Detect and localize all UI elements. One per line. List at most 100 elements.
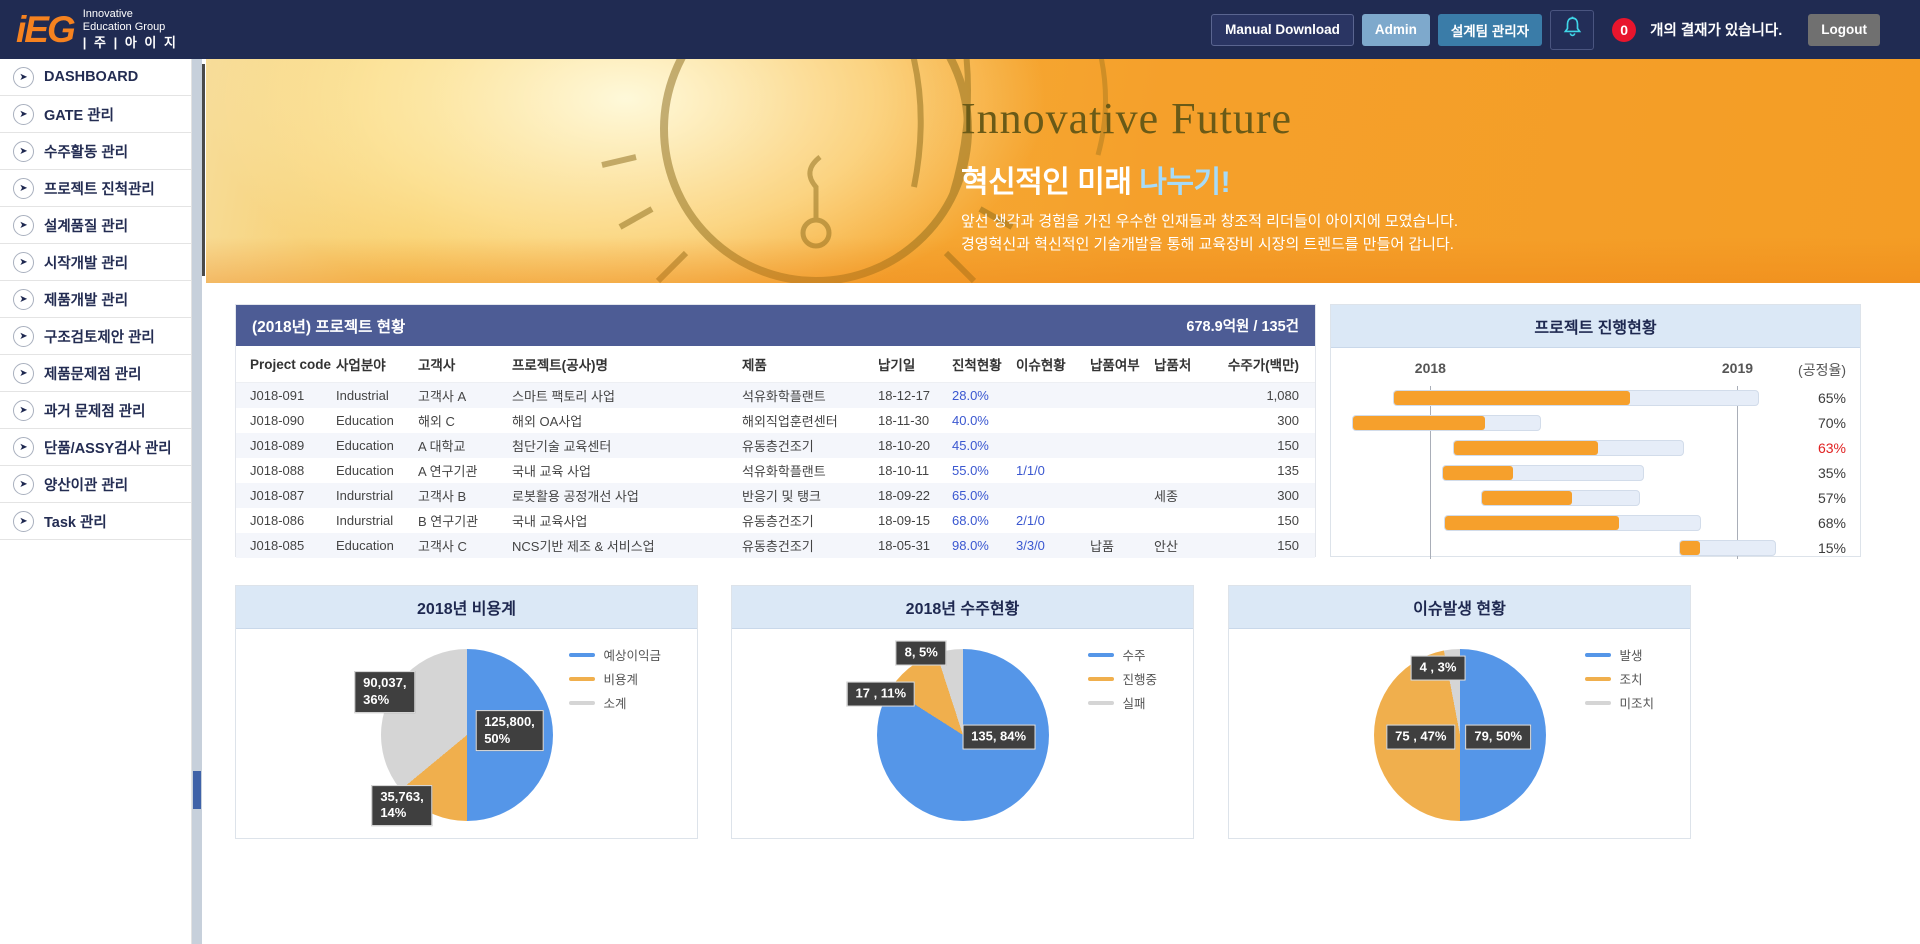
legend-label: 조치: [1619, 673, 1643, 687]
sidebar-menu: ➤ DASHBOARD ➤ GATE 관리 ➤ 수주활동 관리 ➤ 프로젝트 진척관리 ➤ 설계품…: [0, 59, 192, 944]
legend-label: 비용계: [603, 673, 638, 687]
sidebar-item-7[interactable]: ➤ 구조검토제안 관리: [0, 318, 191, 355]
table-row[interactable]: J018-090 Education 해외 C 해외 OA사업 해외직업훈련센터 18-1…: [236, 408, 1315, 433]
gantt-track: [1393, 390, 1759, 406]
pie-slice-label: 17 , 11%: [846, 681, 916, 707]
notification-bell-button[interactable]: [1550, 9, 1595, 50]
logout-button[interactable]: Logout: [1808, 13, 1880, 46]
gantt-bar: [1482, 491, 1572, 505]
table-cell: 유동층건조기: [742, 439, 814, 454]
table-cell: 3/3/0: [1016, 538, 1045, 553]
column-header: 프로젝트(공사)명: [512, 358, 608, 373]
admin-button[interactable]: Admin: [1361, 13, 1430, 46]
legend-label: 실패: [1122, 697, 1146, 711]
sidebar-item-0[interactable]: ➤ DASHBOARD: [0, 59, 191, 96]
sidebar-item-4[interactable]: ➤ 설계품질 관리: [0, 207, 191, 244]
legend-swatch: [569, 652, 596, 657]
table-row[interactable]: J018-086 Indurstrial B 연구기관 국내 교육사업 유동층건조기 18…: [236, 508, 1315, 533]
sidebar-item-2[interactable]: ➤ 수주활동 관리: [0, 133, 191, 170]
gantt-row: 15%: [1345, 536, 1846, 561]
sidebar-item-5[interactable]: ➤ 시작개발 관리: [0, 244, 191, 281]
sidebar-item-10[interactable]: ➤ 단품/ASSY검사 관리: [0, 429, 191, 466]
legend-label: 발생: [1619, 649, 1643, 663]
scrollbar-thumb[interactable]: [193, 771, 201, 809]
pie-slice-label: 35,763, 14%: [371, 784, 433, 827]
table-cell: 18-09-15: [878, 513, 931, 528]
gantt-bar: [1352, 416, 1486, 430]
project-panel-summary: 678.9억원 / 135건: [1186, 319, 1299, 335]
table-cell: J018-087: [250, 488, 305, 503]
hero-headline: 혁신적인 미래 나누기!: [961, 157, 1458, 201]
sidebar-item-6[interactable]: ➤ 제품개발 관리: [0, 281, 191, 318]
arrow-right-icon: ➤: [13, 399, 34, 421]
table-row[interactable]: J018-091 Industrial 고객사 A 스마트 팩토리 사업 석유화학플랜트…: [236, 383, 1315, 408]
gantt-rows: 65% 70% 63% 35% 57% 68% 15%: [1345, 386, 1846, 563]
legend-label: 수주: [1122, 649, 1146, 663]
legend-item: 소계: [569, 693, 661, 712]
gantt-track: [1481, 490, 1640, 506]
gantt-track: [1441, 465, 1645, 481]
issues-pie-panel: 이슈발생 현황 발생 조치 미조치 79, 50% 75 , 47% 4 , 3%: [1228, 585, 1691, 839]
legend-item: 비용계: [569, 669, 661, 688]
table-cell: Indurstrial: [336, 488, 394, 503]
project-progress-panel: 프로젝트 진행현황 2018 2019 (공정율) 65% 70% 63% 35% 57% 6…: [1330, 304, 1861, 559]
arrow-right-icon: ➤: [13, 251, 34, 273]
hero-headline-accent: 나누기!: [1131, 166, 1231, 199]
logo[interactable]: iEG Innovative Education Group | 주 | 아 이…: [0, 8, 178, 50]
approval-count-badge: 0: [1612, 17, 1637, 42]
sidebar-item-11[interactable]: ➤ 양산이관 관리: [0, 466, 191, 503]
sidebar-scrollbar[interactable]: [192, 59, 202, 944]
sidebar-item-label: 시작개발 관리: [44, 255, 129, 272]
arrow-right-icon: ➤: [13, 66, 34, 88]
pie-slice-label: 8, 5%: [895, 640, 947, 666]
table-cell: 해외 OA사업: [512, 414, 583, 429]
sidebar-item-8[interactable]: ➤ 제품문제점 관리: [0, 355, 191, 392]
table-cell: 석유화학플랜트: [742, 389, 826, 404]
pie-slice-label: 4 , 3%: [1410, 655, 1466, 681]
hero-description: 앞선 생각과 경험을 가진 우수한 인재들과 창조적 리더들이 아이지에 모였습…: [961, 211, 1458, 256]
gantt-row: 68%: [1345, 511, 1846, 536]
table-cell: A 대학교: [418, 439, 466, 454]
sidebar-item-3[interactable]: ➤ 프로젝트 진척관리: [0, 170, 191, 207]
table-cell: J018-088: [250, 463, 305, 478]
table-cell: B 연구기관: [418, 514, 479, 529]
table-cell: 첨단기술 교육센터: [512, 439, 612, 454]
gantt-gridline: [1737, 386, 1739, 559]
table-row[interactable]: J018-089 Education A 대학교 첨단기술 교육센터 유동층건조기 18-…: [236, 433, 1315, 458]
manual-download-button[interactable]: Manual Download: [1211, 13, 1354, 46]
sidebar-item-12[interactable]: ➤ Task 관리: [0, 503, 191, 540]
project-panel-titlebar: (2018년) 프로젝트 현황 678.9억원 / 135건: [236, 305, 1315, 346]
logo-text: Innovative Education Group | 주 | 아 이 지: [83, 8, 178, 50]
table-row[interactable]: J018-087 Indurstrial 고객사 B 로봇활용 공정개선 사업 반응기 …: [236, 483, 1315, 508]
issues-pie-title: 이슈발생 현황: [1229, 586, 1690, 629]
arrow-right-icon: ➤: [13, 510, 34, 532]
sidebar-item-label: 프로젝트 진척관리: [44, 181, 155, 198]
table-cell: 1/1/0: [1016, 463, 1045, 478]
pie-slice-label: 90,037, 36%: [354, 671, 416, 713]
column-header: 고객사: [418, 358, 456, 373]
table-cell: Education: [336, 438, 394, 453]
table-cell: 1,080: [1266, 388, 1299, 403]
column-header: 진척현황: [952, 358, 1002, 373]
sidebar-item-label: 구조검토제안 관리: [44, 329, 155, 346]
logo-mark: iEG: [16, 9, 76, 50]
table-cell: 18-11-30: [878, 413, 930, 428]
sidebar-item-label: 수주활동 관리: [44, 144, 129, 161]
sidebar-item-label: 제품문제점 관리: [44, 366, 142, 383]
table-row[interactable]: J018-085 Education 고객사 C NCS기반 제조 & 서비스업 유동층…: [236, 533, 1315, 558]
legend-label: 예상이익금: [603, 649, 661, 663]
design-team-admin-button[interactable]: 설계팀 관리자: [1437, 13, 1543, 46]
legend-swatch: [569, 676, 596, 681]
logo-line3: | 주 | 아 이 지: [82, 34, 178, 50]
approval-notice-text: 개의 결재가 있습니다.: [1650, 23, 1783, 39]
table-row[interactable]: J018-088 Education A 연구기관 국내 교육 사업 석유화학플랜트 18…: [236, 458, 1315, 483]
sidebar-item-1[interactable]: ➤ GATE 관리: [0, 96, 191, 133]
arrow-right-icon: ➤: [13, 214, 34, 236]
legend-label: 미조치: [1619, 697, 1654, 711]
table-cell: 28.0%: [952, 388, 989, 403]
pie-slice-label: 125,800, 50%: [475, 709, 544, 752]
table-cell: 300: [1277, 488, 1299, 503]
sidebar-item-9[interactable]: ➤ 과거 문제점 관리: [0, 392, 191, 429]
gantt-track: [1452, 440, 1684, 456]
